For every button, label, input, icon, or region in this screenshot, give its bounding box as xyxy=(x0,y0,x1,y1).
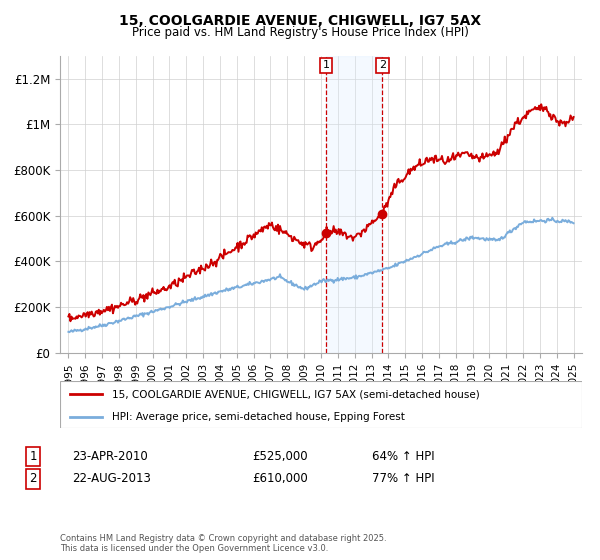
Bar xyxy=(326,56,382,353)
Text: Contains HM Land Registry data © Crown copyright and database right 2025.
This d: Contains HM Land Registry data © Crown c… xyxy=(60,534,386,553)
Text: Price paid vs. HM Land Registry's House Price Index (HPI): Price paid vs. HM Land Registry's House … xyxy=(131,26,469,39)
Text: 64% ↑ HPI: 64% ↑ HPI xyxy=(372,450,434,463)
Text: 2: 2 xyxy=(379,60,386,71)
Text: £610,000: £610,000 xyxy=(252,472,308,486)
Text: 15, COOLGARDIE AVENUE, CHIGWELL, IG7 5AX (semi-detached house): 15, COOLGARDIE AVENUE, CHIGWELL, IG7 5AX… xyxy=(112,389,480,399)
Text: 22-AUG-2013: 22-AUG-2013 xyxy=(72,472,151,486)
Text: 23-APR-2010: 23-APR-2010 xyxy=(72,450,148,463)
Text: £525,000: £525,000 xyxy=(252,450,308,463)
Text: 1: 1 xyxy=(323,60,330,71)
Text: 15, COOLGARDIE AVENUE, CHIGWELL, IG7 5AX: 15, COOLGARDIE AVENUE, CHIGWELL, IG7 5AX xyxy=(119,14,481,28)
Text: 2: 2 xyxy=(29,472,37,486)
Text: HPI: Average price, semi-detached house, Epping Forest: HPI: Average price, semi-detached house,… xyxy=(112,412,405,422)
FancyBboxPatch shape xyxy=(60,381,582,428)
Text: 1: 1 xyxy=(29,450,37,463)
Text: 77% ↑ HPI: 77% ↑ HPI xyxy=(372,472,434,486)
